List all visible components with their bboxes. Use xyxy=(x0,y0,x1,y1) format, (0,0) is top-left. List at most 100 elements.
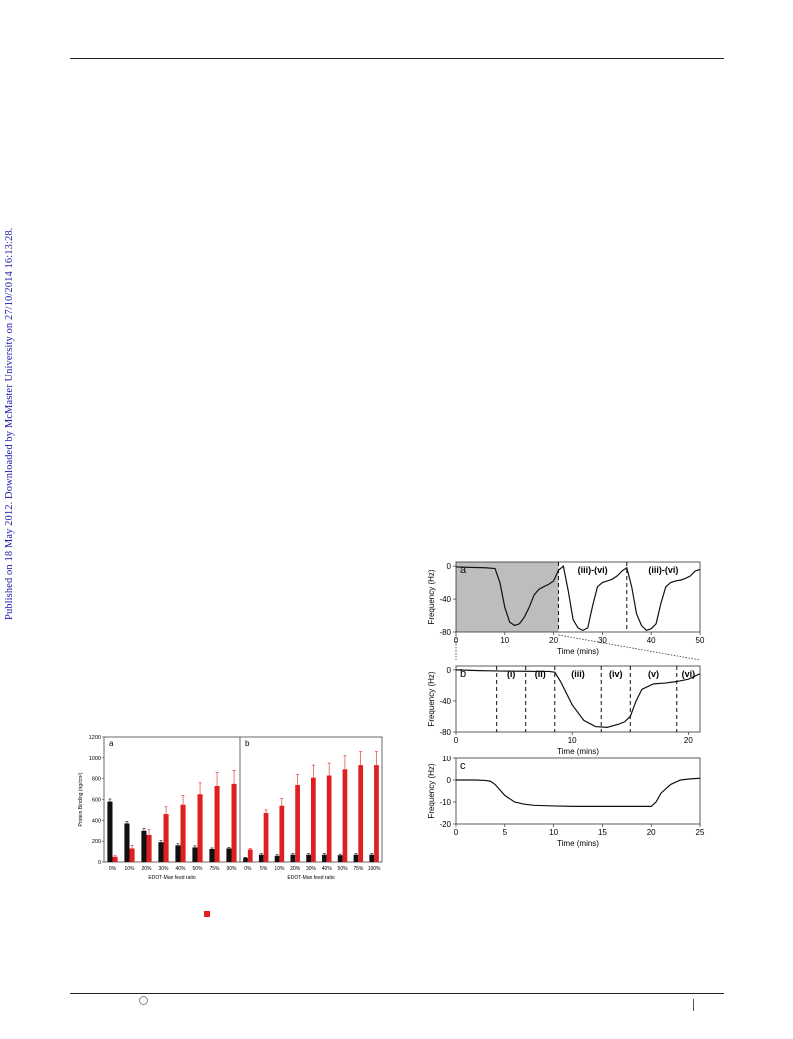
shaded-region xyxy=(456,562,559,632)
panel-label: a xyxy=(460,564,467,576)
bar-red xyxy=(263,813,269,862)
y-tick-label: 0 xyxy=(447,562,452,571)
x-tick-label: 40% xyxy=(175,866,186,872)
y-tick-label: -10 xyxy=(439,798,451,807)
y-tick-label: 0 xyxy=(447,666,452,675)
bar-red xyxy=(197,794,203,862)
region-annotation: (i) xyxy=(507,669,516,679)
y-tick-label: -40 xyxy=(439,697,451,706)
footer-divider xyxy=(693,999,694,1011)
x-tick-label: 5 xyxy=(503,828,508,837)
qcm-frequency-panel-c: 0 5 10 15 20 25 10 0 -10 -20 Time (mins) Frequency … xyxy=(427,756,705,848)
bar-red xyxy=(374,765,379,862)
x-tick-label: 5% xyxy=(260,866,268,872)
frequency-trace xyxy=(455,669,701,728)
x-tick-label: 25 xyxy=(696,828,705,837)
frequency-trace xyxy=(455,565,701,632)
x-tick-label: 10 xyxy=(568,736,577,745)
bar-red xyxy=(326,775,332,862)
y-tick-label: 200 xyxy=(92,839,101,845)
x-tick-label: 20 xyxy=(647,828,656,837)
region-annotation: (iii)-(vi) xyxy=(648,565,678,575)
bar-black xyxy=(369,854,375,862)
y-axis-label: Frequency (Hz) xyxy=(427,671,436,726)
bar-black xyxy=(353,854,359,862)
x-tick-label: 75% xyxy=(209,866,220,872)
bar-black xyxy=(290,854,296,862)
panel-label: c xyxy=(460,760,466,772)
bar-black xyxy=(258,854,264,862)
panel-label: b xyxy=(245,739,250,748)
y-axis-label: Frequency (Hz) xyxy=(427,763,436,818)
bar-red xyxy=(342,769,348,862)
plot-frame xyxy=(455,665,701,733)
region-annotation: (iv) xyxy=(609,669,623,679)
download-notice[interactable]: Published on 18 May 2012. Downloaded by … xyxy=(4,227,15,620)
x-tick-label: 15 xyxy=(598,828,607,837)
x-tick-label: 10% xyxy=(124,866,135,872)
x-tick-label: 30 xyxy=(598,636,607,645)
x-tick-label: 20 xyxy=(684,736,693,745)
x-axis-label: EDOT-Man feed ratio xyxy=(287,875,334,881)
x-tick-label: 0% xyxy=(244,866,252,872)
bar-red xyxy=(146,834,152,862)
bar-red xyxy=(112,856,118,862)
bar-red xyxy=(295,784,300,862)
bar-black xyxy=(322,854,327,862)
bar-black xyxy=(209,848,215,862)
x-tick-label: 30% xyxy=(306,866,317,872)
y-tick-label: 0 xyxy=(98,860,101,866)
x-tick-label: 10 xyxy=(549,828,558,837)
bar-black xyxy=(175,845,181,862)
bar-red xyxy=(358,765,364,862)
y-axis-label: Protein Binding (ng/cm²) xyxy=(78,772,84,826)
x-tick-label: 40% xyxy=(322,866,333,872)
y-tick-label: 800 xyxy=(92,777,101,783)
bar-black xyxy=(192,847,198,862)
y-tick-label: 10 xyxy=(442,756,451,763)
x-tick-label: 0 xyxy=(454,736,459,745)
bar-red xyxy=(214,785,220,862)
bar-red xyxy=(231,783,237,862)
bar-red xyxy=(247,849,253,862)
x-tick-label: 10 xyxy=(500,636,509,645)
plot-frame xyxy=(455,757,701,825)
y-tick-label: -80 xyxy=(439,628,451,637)
region-annotation: (v) xyxy=(648,669,659,679)
region-annotation: (vi) xyxy=(682,669,696,679)
x-axis-label: EDOT-Man feed ratio xyxy=(148,875,195,881)
y-axis-label: Frequency (Hz) xyxy=(427,569,436,624)
bar-red xyxy=(311,777,316,862)
plot-frame xyxy=(455,561,701,633)
x-tick-label: 0% xyxy=(109,866,117,872)
x-tick-label: 20% xyxy=(290,866,301,872)
x-tick-label: 75% xyxy=(353,866,364,872)
x-tick-label: 0 xyxy=(454,828,459,837)
bar-black xyxy=(158,842,164,862)
qcm-frequency-panel-b: (i) (ii) (iii) (iv) (v) (vi) 0 10 20 0 -40 -80 Time … xyxy=(427,665,701,756)
red-legend-marker xyxy=(204,911,210,917)
x-tick-label: 50% xyxy=(338,866,349,872)
y-tick-label: 1000 xyxy=(89,756,101,762)
top-rule xyxy=(70,58,724,59)
x-tick-label: 50 xyxy=(696,636,705,645)
x-tick-label: 0 xyxy=(454,636,459,645)
y-tick-label: 0 xyxy=(447,776,452,785)
bar-black xyxy=(274,855,280,862)
region-annotation: (iii) xyxy=(571,669,585,679)
frequency-trace xyxy=(456,777,701,808)
bar-black xyxy=(124,823,130,862)
x-tick-label: 40 xyxy=(647,636,656,645)
region-annotation: (ii) xyxy=(535,669,546,679)
x-tick-label: 10% xyxy=(274,866,285,872)
bar-black xyxy=(243,857,248,862)
y-tick-label: 600 xyxy=(92,798,101,804)
panel-label: b xyxy=(460,668,466,680)
y-tick-label: -40 xyxy=(439,595,451,604)
x-tick-label: 50% xyxy=(192,866,203,872)
bottom-rule xyxy=(70,993,724,994)
region-annotation: (iii)-(vi) xyxy=(578,565,608,575)
bar-red xyxy=(163,814,169,862)
y-tick-label: -80 xyxy=(439,728,451,737)
bar-red xyxy=(129,848,135,862)
